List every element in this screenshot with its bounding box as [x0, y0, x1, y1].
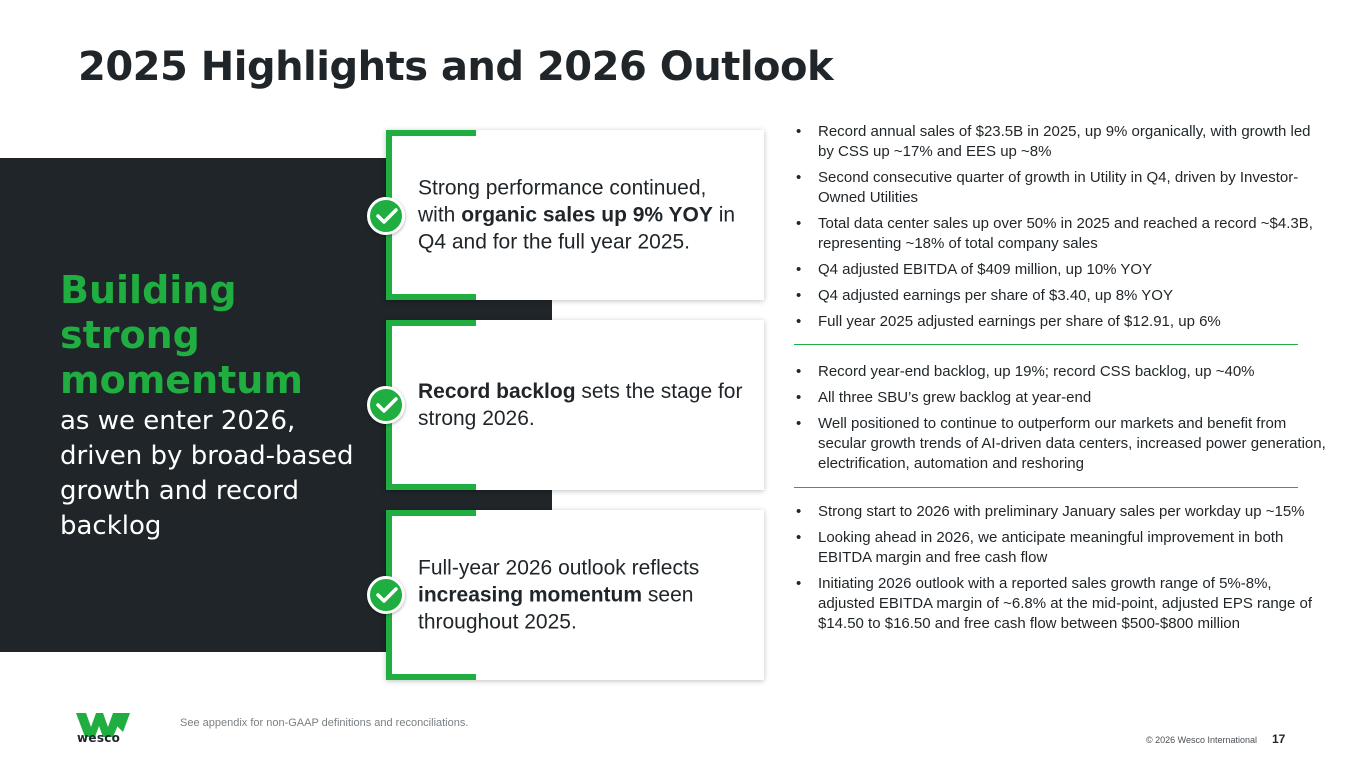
highlight-card-backlog: Record backlog sets the stage for strong…: [386, 320, 764, 490]
section-divider: [794, 344, 1298, 345]
headline-big-2: strong: [60, 313, 200, 357]
bullet-item: All three SBU’s grew backlog at year-end: [796, 388, 1326, 408]
section-divider: [794, 487, 1298, 488]
headline-subtext: as we enter 2026, driven by broad-based …: [60, 406, 354, 541]
bullet-item: Initiating 2026 outlook with a reported …: [796, 574, 1326, 634]
bullet-item: Q4 adjusted earnings per share of $3.40,…: [796, 286, 1326, 306]
headline-block: Building strong momentum as we enter 202…: [60, 268, 380, 544]
wesco-logo-icon: [76, 713, 130, 737]
bullet-item: Strong start to 2026 with preliminary Ja…: [796, 502, 1326, 522]
check-circle-icon: [367, 576, 405, 614]
highlight-card-outlook: Full-year 2026 outlook reflects increasi…: [386, 510, 764, 680]
bullet-item: Record annual sales of $23.5B in 2025, u…: [796, 122, 1326, 162]
bullet-list-performance: Record annual sales of $23.5B in 2025, u…: [796, 122, 1326, 338]
card-text: Strong performance continued, with organ…: [418, 176, 736, 254]
logo-wordmark: wesco: [77, 731, 121, 745]
bullet-item: Q4 adjusted EBITDA of $409 million, up 1…: [796, 260, 1326, 280]
headline-big-1: Building: [60, 268, 237, 312]
slide-title: 2025 Highlights and 2026 Outlook: [78, 44, 834, 90]
footnote: See appendix for non-GAAP definitions an…: [180, 717, 469, 729]
bullet-item: Looking ahead in 2026, we anticipate mea…: [796, 528, 1326, 568]
bullet-item: Second consecutive quarter of growth in …: [796, 168, 1326, 208]
bullet-list-outlook: Strong start to 2026 with preliminary Ja…: [796, 502, 1326, 640]
check-circle-icon: [367, 197, 405, 235]
highlight-card-performance: Strong performance continued, with organ…: [386, 130, 764, 300]
bullet-item: Full year 2025 adjusted earnings per sha…: [796, 312, 1326, 332]
bullet-list-backlog: Record year-end backlog, up 19%; record …: [796, 362, 1326, 480]
card-text: Full-year 2026 outlook reflects increasi…: [418, 556, 700, 634]
bullet-item: Record year-end backlog, up 19%; record …: [796, 362, 1326, 382]
headline-big-3: momentum: [60, 358, 303, 402]
check-circle-icon: [367, 386, 405, 424]
page-number: 17: [1272, 732, 1286, 746]
card-text: Record backlog sets the stage for strong…: [418, 380, 743, 430]
copyright: © 2026 Wesco International: [1146, 735, 1258, 745]
bullet-item: Total data center sales up over 50% in 2…: [796, 214, 1326, 254]
bullet-item: Well positioned to continue to outperfor…: [796, 414, 1326, 474]
